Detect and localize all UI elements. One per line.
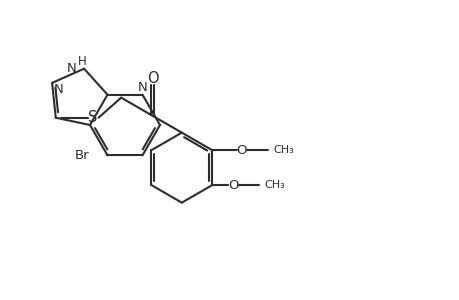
Text: Br: Br (75, 149, 90, 162)
Text: O: O (236, 144, 246, 157)
Text: S: S (88, 110, 97, 125)
Text: CH₃: CH₃ (264, 180, 285, 190)
Text: N: N (54, 83, 64, 96)
Text: CH₃: CH₃ (273, 145, 293, 155)
Text: N: N (66, 62, 76, 75)
Text: N: N (137, 81, 147, 94)
Text: O: O (227, 178, 238, 192)
Text: O: O (146, 71, 158, 86)
Text: H: H (78, 55, 86, 68)
